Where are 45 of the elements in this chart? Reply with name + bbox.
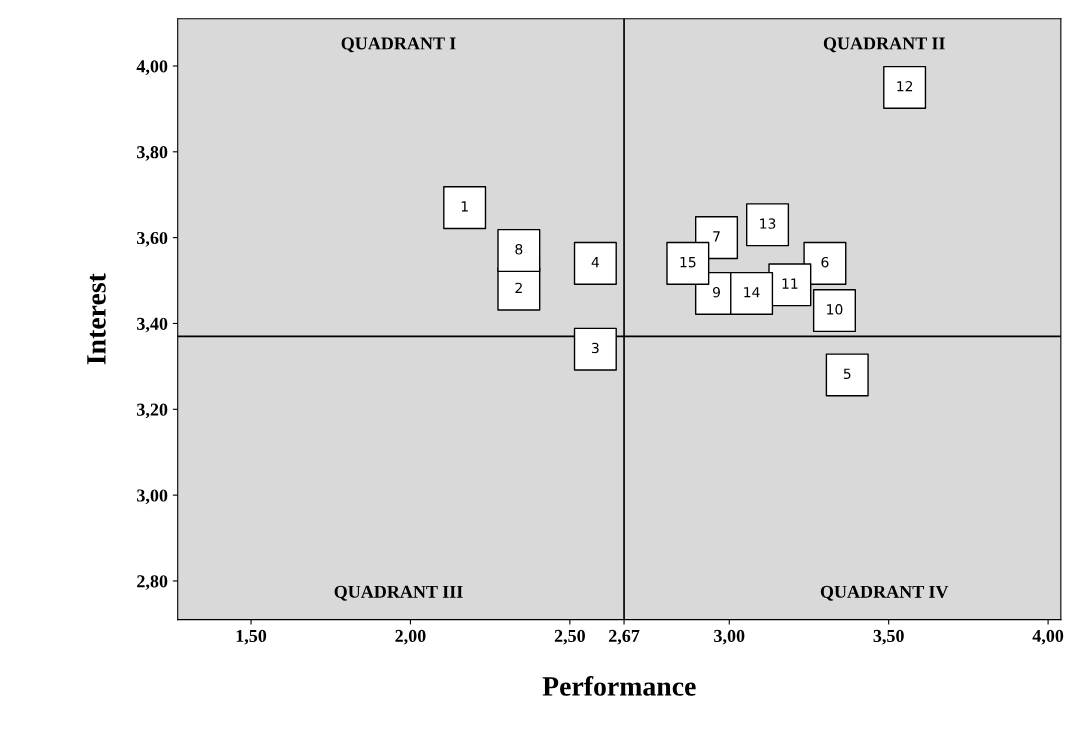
y-tick-label: 3,20 [137,403,168,419]
x-tick-label: 4,00 [1032,629,1064,645]
annotation: 7 [713,231,720,242]
annotation: 11 [782,278,798,289]
annotation: 9 [712,286,720,298]
annotation: 4 [591,257,599,268]
y-tick-label: 3,00 [137,489,168,505]
x-tick-label: 2,00 [395,629,426,645]
point [573,241,617,285]
point [666,241,710,285]
point [745,203,790,247]
annotation: 12 [897,80,913,92]
y-tick-label: 4,00 [136,60,168,76]
y-tick-label: 3,80 [137,146,168,161]
annotation: 15 [680,257,696,268]
annotation: QUADRANT IV [820,585,949,601]
y-tick-label: 2,80 [137,575,168,591]
annotation: 13 [760,218,776,229]
x-tick-label: 3,50 [873,629,904,645]
annotation: 2 [515,282,522,293]
annotation: 3 [592,342,599,354]
x-tick-label: 2,67 [609,629,640,645]
x-axis-title: Performance [542,675,696,696]
point [730,271,774,315]
y-tick-label: 3,40 [137,317,168,333]
annotation: QUADRANT II [823,37,945,53]
x-tick-label: 3,00 [714,629,745,645]
annotation: 8 [515,244,523,255]
y-tick-label: 3,60 [137,231,168,247]
x-tick-label: 1,50 [236,629,267,645]
point [573,327,617,371]
annotation: 1 [461,201,468,212]
point [497,228,541,273]
annotation: 14 [744,287,760,298]
point [825,353,869,397]
annotation: 10 [827,304,843,315]
point [812,289,857,333]
point [443,186,487,230]
annotation: 5 [843,368,851,379]
annotation: 6 [821,256,829,268]
y-axis-title: Interest [87,273,106,365]
point [883,65,927,109]
annotation: QUADRANT I [341,37,456,53]
annotation: QUADRANT III [334,585,463,601]
x-tick-label: 2,50 [554,629,585,645]
